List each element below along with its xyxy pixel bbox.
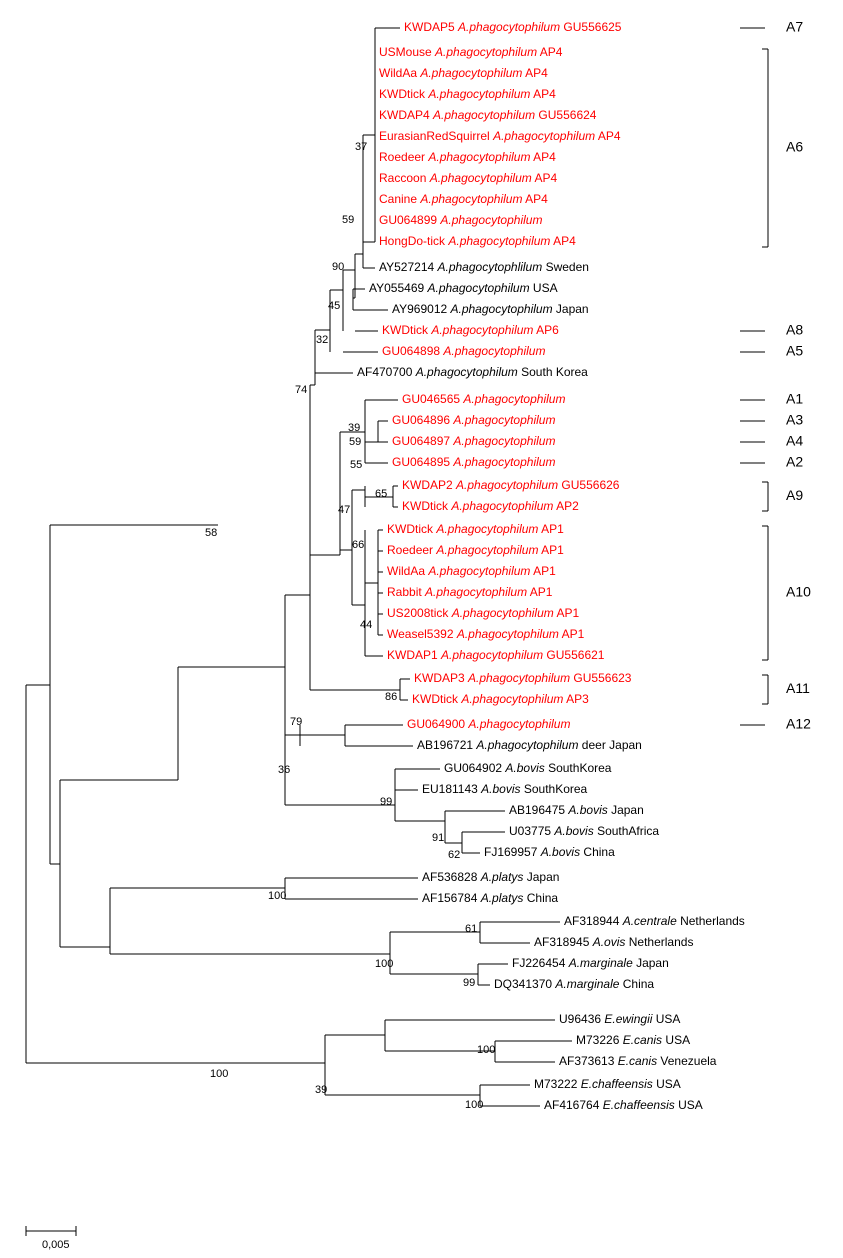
svg-text:A8: A8 (786, 322, 803, 338)
svg-text:GU064896 A.phagocytophilum: GU064896 A.phagocytophilum (392, 413, 555, 427)
svg-text:HongDo-tick A.phagocytophilum: HongDo-tick A.phagocytophilum AP4 (379, 234, 576, 248)
svg-text:44: 44 (360, 619, 372, 631)
svg-text:99: 99 (380, 796, 392, 808)
svg-text:EU181143 A.bovis SouthKorea: EU181143 A.bovis SouthKorea (422, 782, 588, 796)
svg-text:47: 47 (338, 504, 350, 516)
svg-text:GU064900 A.phagocytophilum: GU064900 A.phagocytophilum (407, 717, 570, 731)
svg-text:37: 37 (355, 141, 367, 153)
svg-text:100: 100 (210, 1068, 228, 1080)
svg-text:USMouse A.phagocytophilum AP4: USMouse A.phagocytophilum AP4 (379, 45, 563, 59)
svg-text:M73226 E.canis USA: M73226 E.canis USA (576, 1033, 690, 1047)
svg-text:58: 58 (205, 527, 217, 539)
svg-text:Roedeer A.phagocytophilum AP4: Roedeer A.phagocytophilum AP4 (379, 150, 556, 164)
svg-text:GU064895 A.phagocytophilum: GU064895 A.phagocytophilum (392, 455, 555, 469)
svg-text:Raccoon A.phagocytophilum AP4: Raccoon A.phagocytophilum AP4 (379, 171, 557, 185)
svg-text:100: 100 (477, 1044, 495, 1056)
svg-text:A3: A3 (786, 412, 803, 428)
svg-text:66: 66 (352, 539, 364, 551)
svg-text:WildAa A.phagocytophilum AP1: WildAa A.phagocytophilum AP1 (387, 564, 556, 578)
svg-text:99: 99 (463, 977, 475, 989)
svg-text:GU064897 A.phagocytophilum: GU064897 A.phagocytophilum (392, 434, 555, 448)
svg-text:EurasianRedSquirrel A.phagocyt: EurasianRedSquirrel A.phagocytophilum AP… (379, 129, 621, 143)
svg-text:39: 39 (315, 1084, 327, 1096)
svg-text:A5: A5 (786, 343, 803, 359)
svg-text:A4: A4 (786, 433, 803, 449)
svg-text:DQ341370 A.marginale China: DQ341370 A.marginale China (494, 977, 654, 991)
svg-text:KWDAP3 A.phagocytophilum GU556: KWDAP3 A.phagocytophilum GU556623 (414, 671, 632, 685)
svg-text:KWDtick A.phagocytophilum AP2: KWDtick A.phagocytophilum AP2 (402, 499, 579, 513)
svg-text:AF318945 A.ovis Netherlands: AF318945 A.ovis Netherlands (534, 935, 693, 949)
svg-text:M73222 E.chaffeensis USA: M73222 E.chaffeensis USA (534, 1077, 681, 1091)
svg-text:A9: A9 (786, 487, 803, 503)
svg-text:90: 90 (332, 261, 344, 273)
svg-text:AF416764 E.chaffeensis USA: AF416764 E.chaffeensis USA (544, 1098, 703, 1112)
svg-text:KWDAP5 A.phagocytophilum GU556: KWDAP5 A.phagocytophilum GU556625 (404, 20, 622, 34)
svg-text:GU046565 A.phagocytophilum: GU046565 A.phagocytophilum (402, 392, 565, 406)
svg-text:59: 59 (342, 214, 354, 226)
svg-text:Canine A.phagocytophilum AP4: Canine A.phagocytophilum AP4 (379, 192, 548, 206)
svg-text:WildAa A.phagocytophilum AP4: WildAa A.phagocytophilum AP4 (379, 66, 548, 80)
svg-text:62: 62 (448, 849, 460, 861)
svg-text:Roedeer A.phagocytophilum AP1: Roedeer A.phagocytophilum AP1 (387, 543, 564, 557)
svg-text:AY527214 A.phagocytophlilum Sw: AY527214 A.phagocytophlilum Sweden (379, 260, 589, 274)
svg-text:74: 74 (295, 384, 307, 396)
svg-text:AB196475 A.bovis Japan: AB196475 A.bovis Japan (509, 803, 644, 817)
svg-text:AF373613 E.canis Venezuela: AF373613 E.canis Venezuela (559, 1054, 717, 1068)
svg-text:KWDAP2 A.phagocytophilum GU556: KWDAP2 A.phagocytophilum GU556626 (402, 478, 620, 492)
svg-text:32: 32 (316, 334, 328, 346)
svg-text:AF156784 A.platys China: AF156784 A.platys China (422, 891, 558, 905)
svg-text:AB196721 A.phagocytophilum dee: AB196721 A.phagocytophilum deer Japan (417, 738, 642, 752)
svg-text:0,005: 0,005 (42, 1239, 70, 1251)
svg-text:A2: A2 (786, 454, 803, 470)
svg-text:45: 45 (328, 300, 340, 312)
svg-text:GU064902 A.bovis SouthKorea: GU064902 A.bovis SouthKorea (444, 761, 612, 775)
svg-text:U03775 A.bovis SouthAfrica: U03775 A.bovis SouthAfrica (509, 824, 659, 838)
svg-text:61: 61 (465, 923, 477, 935)
svg-text:39: 39 (348, 422, 360, 434)
svg-text:GU064899 A.phagocytophilum: GU064899 A.phagocytophilum (379, 213, 542, 227)
svg-text:KWDtick A.phagocytophilum AP6: KWDtick A.phagocytophilum AP6 (382, 323, 559, 337)
svg-text:AF536828 A.platys Japan: AF536828 A.platys Japan (422, 870, 559, 884)
svg-text:FJ226454 A.marginale Japan: FJ226454 A.marginale Japan (512, 956, 669, 970)
svg-text:59: 59 (349, 436, 361, 448)
svg-text:A10: A10 (786, 584, 811, 600)
svg-text:GU064898 A.phagocytophilum: GU064898 A.phagocytophilum (382, 344, 545, 358)
svg-text:65: 65 (375, 488, 387, 500)
svg-text:FJ169957 A.bovis China: FJ169957 A.bovis China (484, 845, 615, 859)
svg-text:US2008tick A.phagocytophilum A: US2008tick A.phagocytophilum AP1 (387, 606, 579, 620)
svg-text:A12: A12 (786, 716, 811, 732)
svg-text:A7: A7 (786, 19, 803, 35)
svg-text:KWDtick A.phagocytophilum AP3: KWDtick A.phagocytophilum AP3 (412, 692, 589, 706)
svg-text:Weasel5392 A.phagocytophilum A: Weasel5392 A.phagocytophilum AP1 (387, 627, 585, 641)
svg-text:91: 91 (432, 832, 444, 844)
svg-text:KWDAP1 A.phagocytophilum GU556: KWDAP1 A.phagocytophilum GU556621 (387, 648, 605, 662)
svg-text:36: 36 (278, 764, 290, 776)
svg-text:U96436 E.ewingii USA: U96436 E.ewingii USA (559, 1012, 680, 1026)
svg-text:AY969012 A.phagocytophilum Jap: AY969012 A.phagocytophilum Japan (392, 302, 589, 316)
svg-text:AF470700 A.phagocytophilum Sou: AF470700 A.phagocytophilum South Korea (357, 365, 588, 379)
svg-text:AY055469 A.phagocytophilum USA: AY055469 A.phagocytophilum USA (369, 281, 558, 295)
svg-text:86: 86 (385, 691, 397, 703)
tree-svg: KWDAP5 A.phagocytophilum GU556625 USMouse… (0, 0, 843, 1258)
svg-text:100: 100 (465, 1099, 483, 1111)
svg-text:KWDtick A.phagocytophilum AP4: KWDtick A.phagocytophilum AP4 (379, 87, 556, 101)
svg-text:A11: A11 (786, 680, 810, 696)
phylogenetic-tree: KWDAP5 A.phagocytophilum GU556625 USMouse… (0, 0, 843, 1258)
svg-text:100: 100 (375, 958, 393, 970)
svg-text:KWDAP4 A.phagocytophilum GU556: KWDAP4 A.phagocytophilum GU556624 (379, 108, 597, 122)
svg-text:A1: A1 (786, 391, 803, 407)
svg-text:100: 100 (268, 890, 286, 902)
svg-text:AF318944 A.centrale Netherland: AF318944 A.centrale Netherlands (564, 914, 745, 928)
svg-text:79: 79 (290, 716, 302, 728)
svg-text:A6: A6 (786, 139, 803, 155)
svg-text:55: 55 (350, 459, 362, 471)
svg-text:Rabbit A.phagocytophilum AP1: Rabbit A.phagocytophilum AP1 (387, 585, 553, 599)
svg-text:KWDtick A.phagocytophilum AP1: KWDtick A.phagocytophilum AP1 (387, 522, 564, 536)
